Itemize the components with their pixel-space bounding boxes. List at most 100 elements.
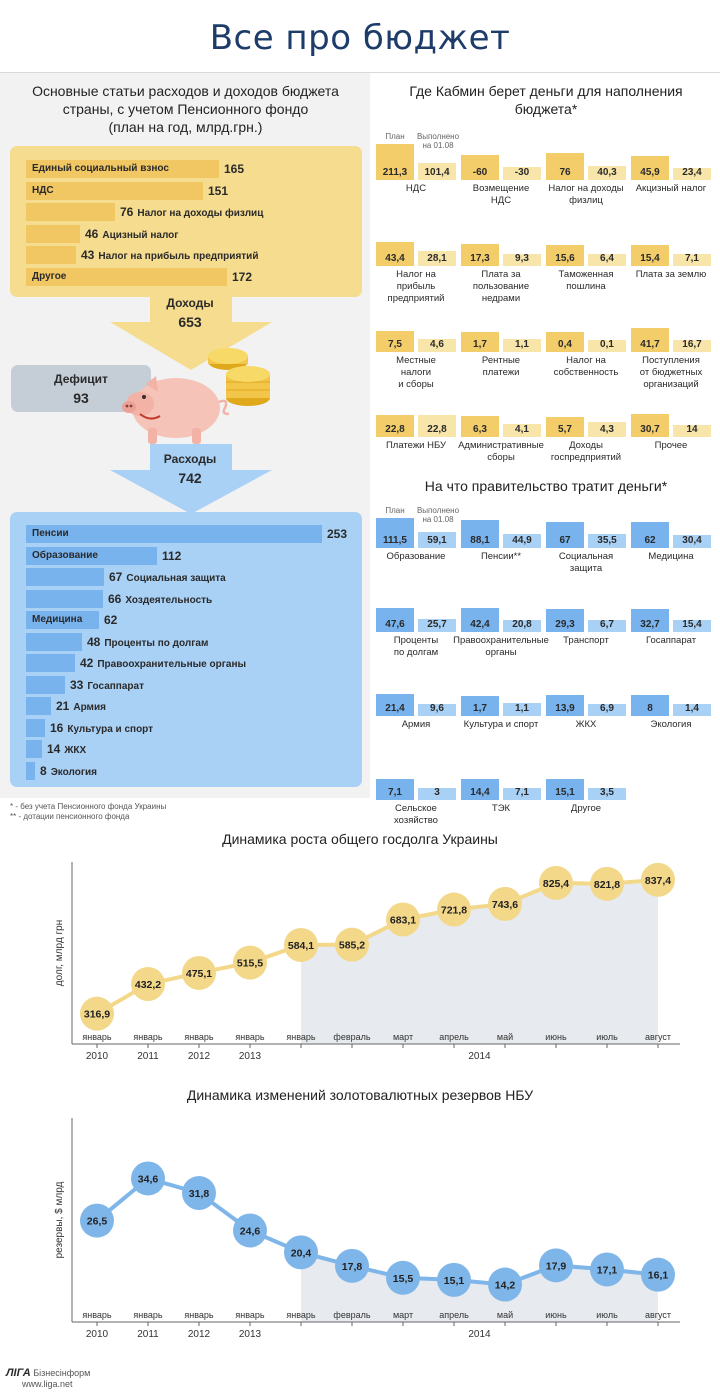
done-value: 9,3	[515, 253, 529, 264]
data-label: 15,1	[444, 1275, 465, 1287]
done-bar	[503, 423, 541, 437]
income-total-value: 653	[178, 314, 202, 330]
plan-bar	[461, 244, 499, 266]
done-bar	[503, 254, 541, 266]
income-row-value: 76 Налог на доходы физлиц	[120, 203, 263, 221]
income-row-value: 165	[224, 160, 244, 178]
done-value: 14	[686, 424, 698, 435]
done-bar	[503, 167, 541, 180]
data-point	[488, 886, 522, 921]
reserves-chart: резервы, $ млрд январь январь январь январь я…	[54, 1118, 680, 1340]
item-caption: Доходы госпредприятий	[534, 440, 638, 464]
plan-vs-done-item: 6,3 4,1 Административные сборы	[458, 397, 544, 483]
y-axis-label: долг, млрд грн	[54, 920, 65, 986]
done-bar	[588, 165, 626, 180]
income-row-value: 172	[232, 268, 252, 286]
data-label: 432,2	[135, 979, 161, 991]
item-caption-line: от бюджетных	[639, 367, 703, 378]
done-caption-line: на 01.08	[422, 141, 454, 150]
done-caption-line: на 01.08	[422, 514, 454, 524]
item-caption-line: сборы	[487, 452, 515, 463]
plan-bar	[376, 779, 414, 800]
item-caption: Рентные платежи	[449, 355, 553, 379]
data-label: 31,8	[189, 1188, 210, 1200]
plan-bar	[461, 608, 499, 632]
done-value: 3,5	[600, 787, 614, 798]
year-label: 2010	[86, 1051, 109, 1062]
item-caption-line: защита	[569, 563, 603, 574]
data-point	[335, 1248, 369, 1283]
x-tick-label: февраль	[333, 1032, 370, 1042]
plan-value: 5,7	[558, 424, 572, 435]
done-value: 30,4	[682, 535, 702, 546]
item-caption: Налог на собственность	[534, 355, 638, 379]
plan-vs-done-item: 22,8 22,8 Платежи НБУ	[376, 397, 456, 483]
x-tick-label: январь	[235, 1032, 265, 1042]
item-caption-line: НДС	[490, 195, 512, 206]
expense-row-value: 21 Армия	[56, 697, 106, 715]
x-tick-label: июль	[596, 1032, 618, 1042]
item-caption: Платежи НБУ	[364, 440, 468, 452]
x-tick-label: апрель	[439, 1310, 469, 1320]
expense-row-value: 14 ЖКХ	[47, 740, 86, 758]
item-caption-line: недрами	[481, 293, 521, 304]
plan-bar	[546, 778, 584, 800]
data-point	[641, 1257, 675, 1292]
plan-bar	[376, 242, 414, 266]
item-caption-line: ТЭК	[491, 803, 511, 814]
data-point	[233, 1213, 267, 1248]
done-caption: Выполнено на 01.08	[416, 506, 460, 524]
item-caption-line: пользование	[472, 281, 530, 292]
plan-bar	[546, 244, 584, 266]
plan-caption: План	[385, 132, 405, 141]
done-value: 9,6	[430, 703, 444, 714]
data-point	[80, 996, 114, 1031]
plan-value: 32,7	[640, 619, 660, 630]
income-row-number: 172	[232, 269, 253, 284]
expense-row-value: 67 Социальная защита	[109, 568, 226, 586]
x-tick-label: январь	[133, 1032, 163, 1042]
plan-vs-done-item: 211,3 101,4 НДС План Выполнено на 01.08	[376, 132, 459, 226]
budget-title-line: страны, с учетом Пенсионного фондо	[62, 101, 309, 117]
item-caption-line: по долгам	[393, 647, 439, 658]
x-tick-label: июль	[596, 1310, 618, 1320]
item-caption: Поступления от бюджетных организаций	[619, 355, 720, 391]
item-caption-line: Проценты	[393, 635, 439, 646]
plan-bar	[376, 144, 414, 180]
item-caption-line: Возмещение	[472, 183, 530, 194]
income-row-label: Налог на прибыль предприятий	[98, 251, 259, 262]
expense-row-bar	[26, 568, 104, 586]
done-value: 59,1	[427, 535, 447, 546]
done-bar	[588, 254, 626, 266]
item-caption-line: Культура и спорт	[463, 719, 539, 730]
year-label: 2011	[137, 1329, 159, 1340]
item-caption: НДС	[364, 183, 468, 195]
income-row-number: 43	[81, 248, 95, 262]
item-caption-line: Сельское	[395, 803, 437, 814]
plan-vs-done-item: 45,9 23,4 Акцизный налог	[631, 140, 711, 226]
done-caption: Выполнено на 01.08	[416, 132, 460, 150]
done-value: 15,4	[682, 619, 702, 630]
x-tick-label: февраль	[333, 1310, 370, 1320]
item-caption: Налог на прибыль предприятий	[364, 269, 468, 305]
revenue-title-line: бюджета*	[514, 101, 578, 117]
done-bar	[418, 162, 456, 180]
plan-vs-done-item: 17,3 9,3 Плата за пользование недрами	[461, 226, 541, 312]
data-point	[437, 1262, 471, 1297]
period-2014-area	[301, 879, 658, 1044]
footnote: ** - дотации пенсионного фонда	[10, 812, 130, 821]
item-caption-line: Медицина	[648, 551, 694, 562]
done-value: 1,4	[685, 703, 699, 714]
data-point	[590, 866, 624, 901]
plan-value: 76	[559, 167, 571, 178]
plan-vs-done-item: 29,3 6,7 Транспорт	[546, 592, 626, 678]
x-tick-label: январь	[286, 1310, 316, 1320]
plan-vs-done-item: 0,4 0,1 Налог на собственность	[546, 312, 626, 398]
done-bar	[503, 788, 541, 800]
done-value: 1,1	[515, 339, 529, 350]
income-row-bar	[26, 160, 219, 178]
item-caption-line: организаций	[643, 379, 699, 390]
item-caption: Акцизный налог	[619, 183, 720, 195]
income-row-bar	[26, 224, 80, 243]
done-bar	[418, 250, 456, 266]
